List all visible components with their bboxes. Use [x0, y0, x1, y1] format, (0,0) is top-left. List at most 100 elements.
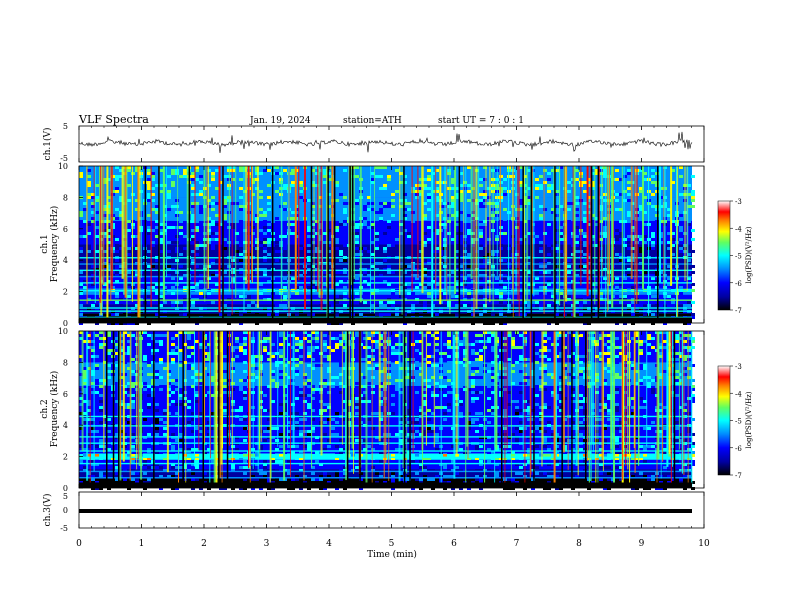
- spectrogram-cell: [515, 223, 519, 226]
- spectrogram-cell: [311, 283, 315, 286]
- spectrogram-cell: [103, 250, 107, 253]
- spectrogram-cell: [83, 202, 87, 205]
- spectrogram-cell: [243, 205, 247, 208]
- spectrogram-cell: [199, 379, 203, 382]
- spectrogram-cell: [399, 379, 403, 382]
- spectrogram-cell: [311, 208, 315, 211]
- spectrogram-cell: [467, 283, 471, 286]
- spectrogram-cell: [547, 184, 551, 187]
- spectrogram-cell: [367, 346, 371, 349]
- spectrogram-cell: [223, 247, 227, 250]
- spectrogram-cell: [167, 265, 171, 268]
- spectrogram-cell: [275, 427, 279, 430]
- spectrogram-streak: [102, 166, 105, 286]
- spectrogram-cell: [559, 277, 563, 280]
- spectrogram-cell: [303, 382, 307, 385]
- spectrogram-cell: [147, 421, 151, 424]
- spectrogram-cell: [463, 358, 467, 361]
- spectrogram-cell: [555, 199, 559, 202]
- spectrogram-cell: [335, 247, 339, 250]
- spectrogram-cell: [339, 253, 343, 256]
- spectrogram-cell: [195, 241, 199, 244]
- spectrogram-cell: [535, 385, 539, 388]
- spectrogram-cell: [123, 331, 127, 334]
- spectrogram-cell: [435, 403, 439, 406]
- spectrogram-cell: [635, 331, 639, 334]
- spectrogram-cell: [155, 220, 159, 223]
- spectrogram-cell: [135, 175, 139, 178]
- spectrogram-cell: [391, 199, 395, 202]
- spectrogram-cell: [147, 406, 151, 409]
- spectrogram-cell: [475, 358, 479, 361]
- spectrogram-cell: [119, 322, 123, 325]
- spectrogram-cell: [395, 343, 399, 346]
- spectrogram-cell: [427, 286, 431, 289]
- spectrogram-cell: [691, 205, 695, 208]
- spectrogram-cell: [107, 208, 111, 211]
- spectrogram-streak: [251, 166, 253, 283]
- spectrogram-cell: [263, 295, 267, 298]
- spectrogram-cell: [675, 421, 679, 424]
- ch1-waveform-panel: 5 -5 ch.1(V): [42, 122, 705, 163]
- spectrogram-cell: [163, 286, 167, 289]
- spectrogram-cell: [159, 271, 163, 274]
- spectrogram-cell: [367, 268, 371, 271]
- spectrogram-cell: [615, 373, 619, 376]
- spectrogram-cell: [339, 391, 343, 394]
- spectrogram-cell: [315, 295, 319, 298]
- spectrogram-streak: [543, 166, 545, 314]
- spectrogram-cell: [299, 286, 303, 289]
- spectrogram-cell: [607, 340, 611, 343]
- spectrogram-cell: [179, 358, 183, 361]
- spectrogram-cell: [547, 394, 551, 397]
- spectrogram-cell: [231, 247, 235, 250]
- spectrogram-cell: [219, 277, 223, 280]
- spectrogram-cell: [671, 244, 675, 247]
- spectrogram-cell: [175, 178, 179, 181]
- spectrogram-cell: [639, 190, 643, 193]
- spectrogram-cell: [135, 322, 139, 325]
- spectrogram-cell: [315, 340, 319, 343]
- spectrogram-cell: [639, 382, 643, 385]
- spectrogram-cell: [471, 241, 475, 244]
- spectrogram-cell: [379, 226, 383, 229]
- spectrogram-cell: [487, 202, 491, 205]
- spectrogram-cell: [307, 349, 311, 352]
- spectrogram-cell: [387, 268, 391, 271]
- spectrogram-cell: [559, 376, 563, 379]
- spectrogram-cell: [563, 205, 567, 208]
- spectrogram-streak: [243, 166, 245, 311]
- spectrogram-cell: [295, 235, 299, 238]
- spectrogram-cell: [155, 205, 159, 208]
- spectrogram-cell: [263, 337, 267, 340]
- spectrogram-cell: [663, 388, 667, 391]
- spectrogram-cell: [427, 364, 431, 367]
- spectrogram-cell: [327, 205, 331, 208]
- spectrogram-streak: [110, 166, 112, 301]
- spectrogram-cell: [615, 169, 619, 172]
- spectrogram-cell: [191, 364, 195, 367]
- spectrogram-cell: [595, 409, 599, 412]
- spectrogram-cell: [471, 367, 475, 370]
- spectrogram-cell: [371, 202, 375, 205]
- spectrogram-cell: [483, 190, 487, 193]
- spectrogram-cell: [399, 277, 403, 280]
- spectrogram-cell: [91, 220, 95, 223]
- spectrogram-cell: [691, 283, 695, 286]
- spectrogram-cell: [615, 388, 619, 391]
- spectrogram-cell: [99, 331, 103, 334]
- spectrogram-cell: [551, 229, 555, 232]
- spectrogram-dark-streak: [158, 166, 160, 323]
- spectrogram-cell: [379, 391, 383, 394]
- spectrogram-cell: [147, 211, 151, 214]
- spectrogram-cell: [283, 223, 287, 226]
- spectrogram-cell: [639, 334, 643, 337]
- spectrogram-cell: [115, 352, 119, 355]
- spectrogram-cell: [387, 271, 391, 274]
- spectrogram-cell: [231, 286, 235, 289]
- spectrogram-cell: [479, 391, 483, 394]
- spectrogram-cell: [539, 367, 543, 370]
- spectrogram-cell: [575, 184, 579, 187]
- spectrogram-cell: [583, 190, 587, 193]
- spectrogram-cell: [571, 334, 575, 337]
